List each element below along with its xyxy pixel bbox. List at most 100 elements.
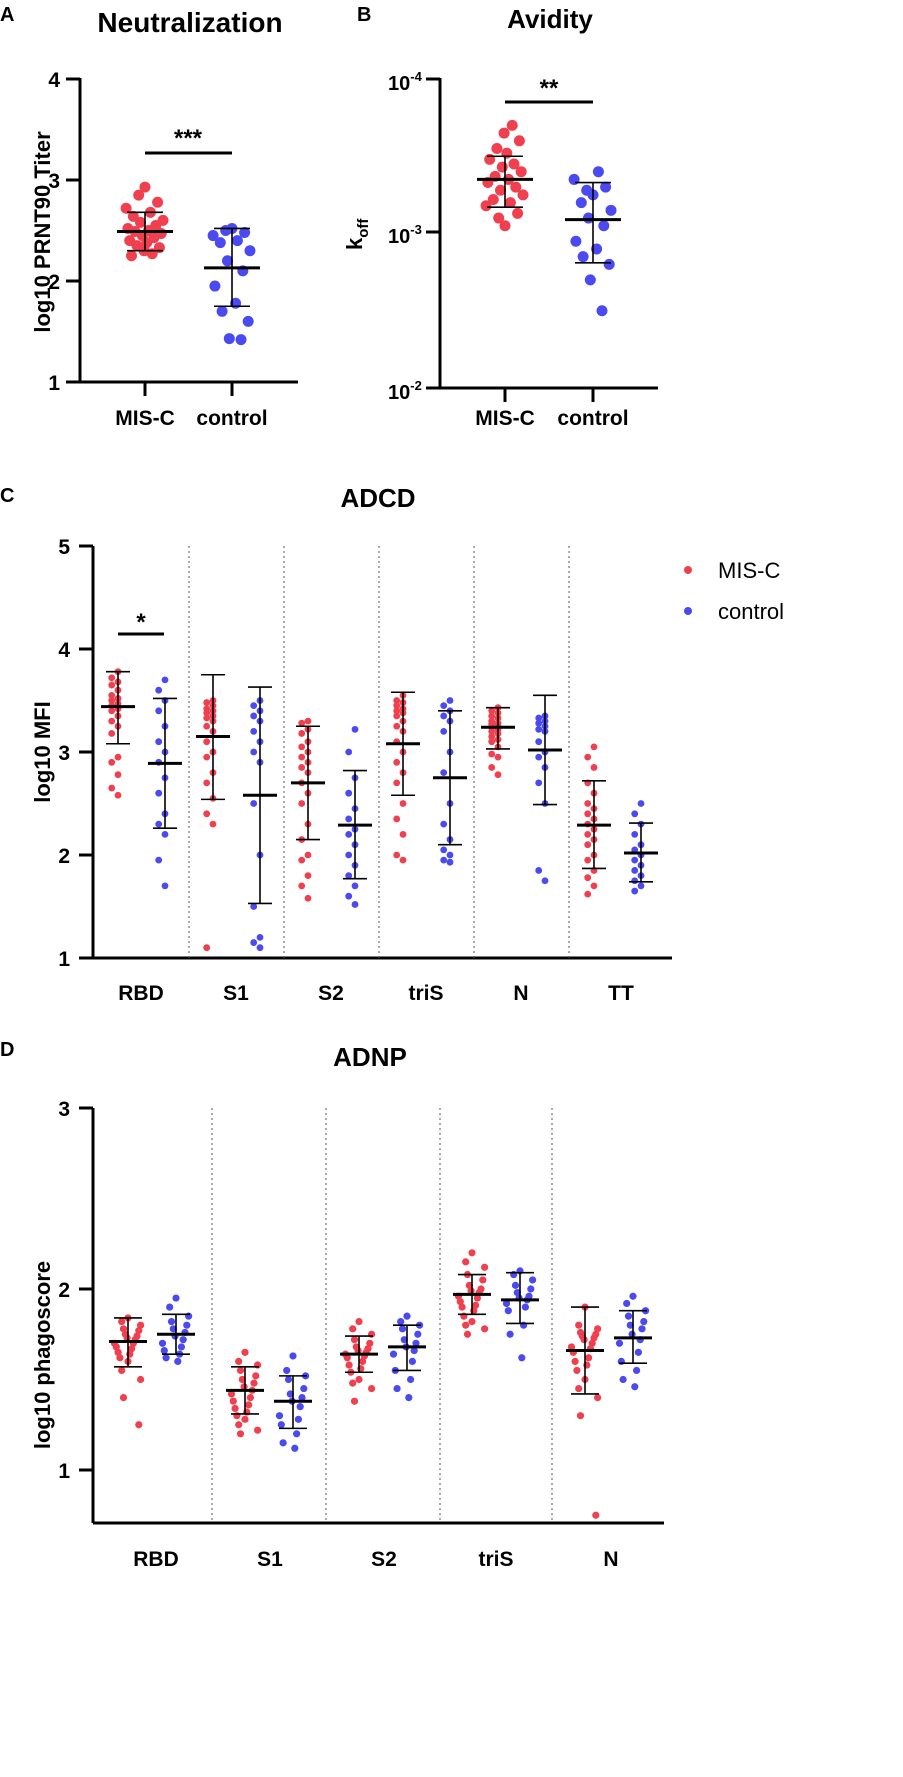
data-point-mis-c <box>114 791 122 799</box>
panel-d-xtick-rbd: RBD <box>133 1548 179 1571</box>
data-point-mis-c <box>135 1421 143 1429</box>
data-point-mis-c <box>584 810 592 818</box>
panel-b-ytick-exp: -4 <box>410 69 422 84</box>
data-point-mis-c <box>479 1276 487 1284</box>
data-point-control <box>575 197 587 209</box>
data-point-mis-c <box>108 717 116 725</box>
panel-d-ylabel: log10 phagoscore <box>30 1261 55 1449</box>
data-point-mis-c <box>304 851 312 859</box>
data-point-control <box>440 769 448 776</box>
panel-b-xtick-mis-c: MIS-C <box>475 407 535 430</box>
data-point-control <box>172 1294 180 1302</box>
data-point-control <box>506 1330 514 1338</box>
data-point-mis-c <box>152 196 164 208</box>
data-point-mis-c <box>491 143 503 155</box>
panel-a-plot-area <box>117 181 260 346</box>
data-point-mis-c <box>393 712 401 720</box>
data-point-control <box>220 225 232 236</box>
data-point-control <box>446 851 454 859</box>
data-point-mis-c <box>355 1375 363 1384</box>
panel-c-xtick-tt: TT <box>608 982 634 1005</box>
data-point-control <box>535 719 543 727</box>
data-point-control <box>169 1325 177 1333</box>
panel-a-ytick: 2 <box>48 271 60 294</box>
data-point-control <box>619 1375 627 1384</box>
data-point-control <box>239 227 251 239</box>
data-point-mis-c <box>123 1334 131 1342</box>
panel-d-ytick: 2 <box>58 1279 70 1302</box>
data-point-mis-c <box>298 856 306 864</box>
data-point-mis-c <box>114 753 122 761</box>
data-point-mis-c <box>118 1317 126 1326</box>
data-point-control <box>279 1439 287 1447</box>
panel-c-ylabel: log10 MFI <box>30 701 55 802</box>
panel-b-xtick-control: control <box>557 407 628 430</box>
data-point-control <box>345 748 353 756</box>
data-point-mis-c <box>241 1415 249 1423</box>
data-point-mis-c <box>510 181 522 193</box>
panel-d-xtick-tris: triS <box>478 1548 513 1571</box>
data-point-control <box>207 230 219 242</box>
panel-c-ytick: 2 <box>58 845 70 868</box>
panel-a-y-axis <box>66 77 82 384</box>
data-point-mis-c <box>203 779 211 787</box>
data-point-control <box>640 1317 648 1326</box>
panel-a-letter: A <box>0 4 14 26</box>
panel-d-xtick-n: N <box>603 1548 618 1571</box>
data-point-mis-c <box>349 1325 357 1333</box>
data-point-mis-c <box>594 1325 602 1333</box>
data-point-control <box>592 166 604 178</box>
data-point-control <box>209 280 221 292</box>
data-point-control <box>440 856 448 864</box>
data-point-control <box>626 1321 634 1329</box>
data-point-mis-c <box>203 810 211 818</box>
data-point-control <box>631 810 639 818</box>
data-point-control <box>155 856 163 864</box>
data-point-control <box>638 1325 646 1333</box>
data-point-control <box>634 1348 643 1356</box>
data-point-control <box>291 1444 299 1452</box>
data-point-control <box>235 334 247 346</box>
data-point-control <box>216 305 228 317</box>
data-point-mis-c <box>590 882 598 890</box>
panel-b-y-axis <box>426 77 442 390</box>
data-point-control <box>398 1325 407 1333</box>
data-point-mis-c <box>298 882 306 890</box>
data-point-control <box>504 1307 512 1315</box>
data-point-mis-c <box>349 1379 357 1387</box>
data-point-control <box>351 901 359 908</box>
data-point-mis-c <box>235 1357 243 1365</box>
data-point-mis-c <box>227 1390 236 1398</box>
data-point-control <box>283 1366 291 1375</box>
panel-a-ytick: 3 <box>48 170 60 193</box>
panel-b-letter: B <box>357 4 371 26</box>
data-point-control <box>345 892 353 900</box>
data-point-control <box>633 1366 641 1375</box>
data-point-control <box>345 851 353 859</box>
data-point-mis-c <box>119 1394 128 1402</box>
data-point-mis-c <box>393 707 401 715</box>
data-point-control <box>298 1394 306 1402</box>
data-point-mis-c <box>298 800 306 807</box>
data-point-control <box>162 1354 170 1362</box>
data-point-mis-c <box>584 831 592 838</box>
data-point-control <box>440 728 448 735</box>
data-point-mis-c <box>304 894 312 902</box>
data-point-control <box>166 1303 174 1311</box>
data-point-mis-c <box>298 753 306 761</box>
panel-b-ytick-exp: -2 <box>410 378 422 393</box>
data-point-control <box>518 1354 526 1362</box>
data-point-mis-c <box>368 1384 376 1393</box>
panel-a-x-axis <box>80 380 298 396</box>
panel-d-xtick-s2: S2 <box>371 1548 397 1571</box>
data-point-mis-c <box>588 1339 596 1347</box>
panel-a-title: Neutralization <box>97 7 282 38</box>
data-point-control <box>160 1346 168 1355</box>
data-point-mis-c <box>236 1430 245 1438</box>
data-point-mis-c <box>298 730 306 737</box>
data-point-control <box>250 712 258 720</box>
data-point-mis-c <box>254 1426 262 1434</box>
data-point-mis-c <box>393 758 401 766</box>
data-point-mis-c <box>590 1334 598 1342</box>
